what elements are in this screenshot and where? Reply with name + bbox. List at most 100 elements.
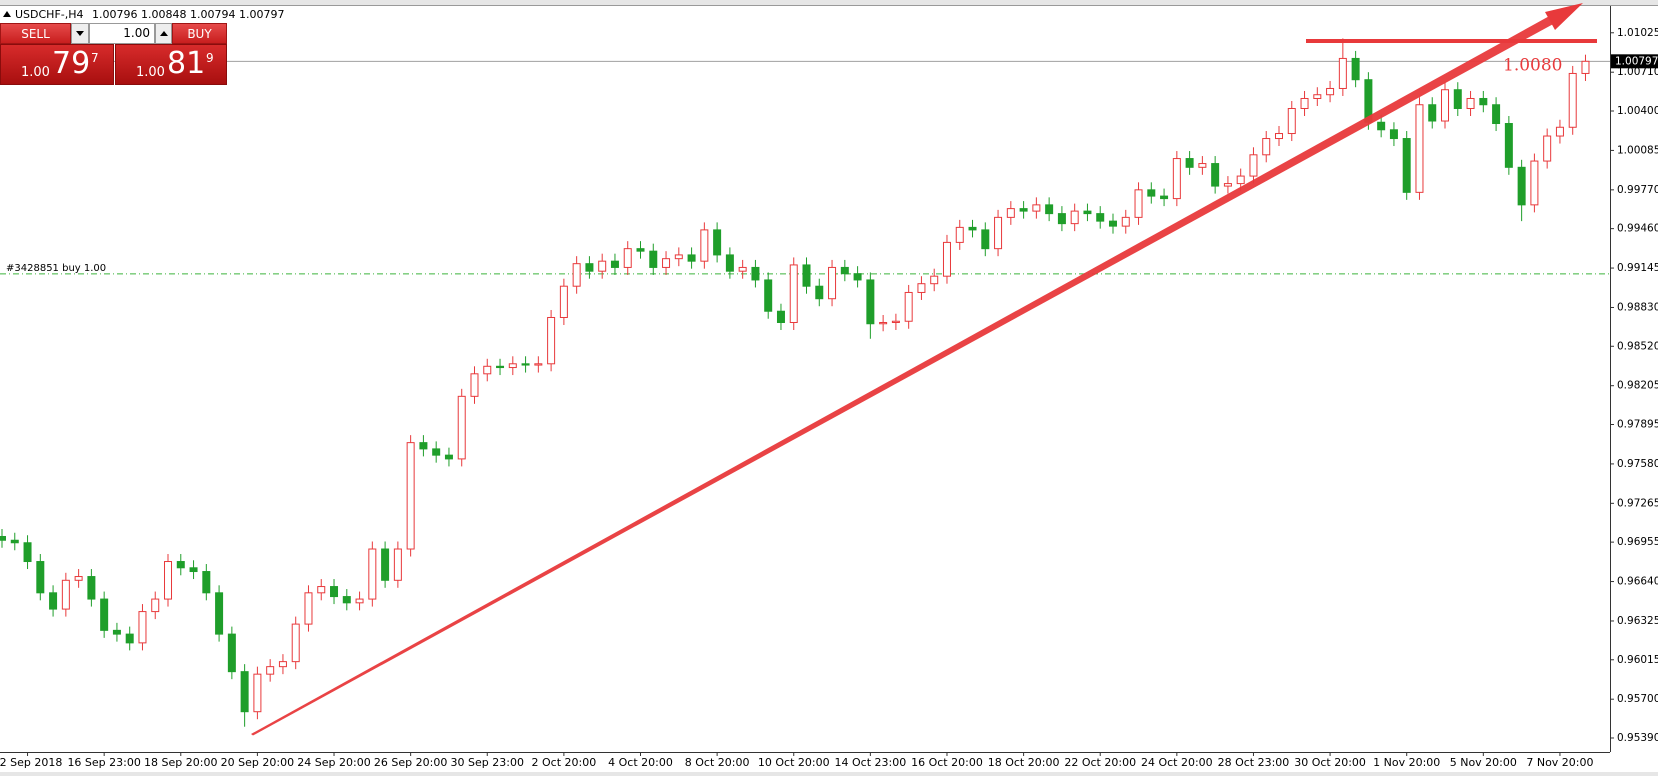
x-tick-label: 28 Oct 23:00 <box>1218 756 1290 769</box>
bid-box[interactable]: 1.00 79 7 <box>0 44 114 85</box>
candle-body <box>1045 204 1054 215</box>
candle-body <box>1108 220 1117 227</box>
y-tick-label: 0.96640 <box>1617 576 1658 588</box>
lot-input[interactable]: 1.00 <box>89 23 155 44</box>
y-tick-label: 0.97895 <box>1617 418 1658 430</box>
candle-body <box>789 264 798 323</box>
candle-body <box>1581 60 1590 74</box>
candle-body <box>1006 208 1015 218</box>
candle-body <box>776 310 785 323</box>
candle-body <box>1236 175 1245 185</box>
x-tick-label: 5 Nov 20:00 <box>1450 756 1517 769</box>
x-tick-label: 18 Sep 20:00 <box>144 756 217 769</box>
order-label: #3428851 buy 1.00 <box>6 263 106 274</box>
candle-body <box>49 592 58 610</box>
sell-button[interactable]: SELL <box>0 23 71 44</box>
candle-body <box>879 321 888 325</box>
candle-body <box>572 263 581 287</box>
x-tick-label: 16 Oct 20:00 <box>911 756 983 769</box>
y-tick-label: 0.96325 <box>1617 615 1658 627</box>
resistance-line <box>1306 39 1597 43</box>
bid-main: 79 <box>52 46 91 81</box>
candle-body <box>1326 87 1335 96</box>
candle-body <box>406 442 415 550</box>
candle-body <box>547 316 556 365</box>
candle-body <box>917 283 926 293</box>
candle-body <box>1160 195 1169 200</box>
ohlc-quote: 1.00796 1.00848 1.00794 1.00797 <box>92 8 284 21</box>
x-tick-label: 12 Sep 2018 <box>0 756 62 769</box>
candle-body <box>483 365 492 375</box>
ask-box[interactable]: 1.00 81 9 <box>115 44 227 85</box>
candle-body <box>636 248 645 252</box>
ask-main: 81 <box>167 46 206 81</box>
candle-body <box>304 592 313 625</box>
candle-body <box>1096 213 1105 222</box>
candle-body <box>432 448 441 456</box>
candle-body <box>496 365 505 369</box>
plot-layer: 1.01025 1.00710 1.00400 1.00085 0.99770 0.994… <box>0 27 1658 769</box>
candle-body <box>1555 126 1564 137</box>
x-tick-label: 8 Oct 20:00 <box>685 756 750 769</box>
candle-body <box>662 258 671 268</box>
candle-body <box>164 561 173 600</box>
candle-body <box>687 254 696 262</box>
candle-body <box>1441 89 1450 122</box>
trend-line <box>251 14 1557 736</box>
tab-strip <box>0 0 1658 5</box>
candle-body <box>240 671 249 713</box>
candle-body <box>266 666 275 675</box>
candle-body <box>713 229 722 256</box>
candle-body <box>87 576 96 600</box>
y-tick-label: 0.96015 <box>1617 654 1658 666</box>
candle-body <box>1389 129 1398 140</box>
candle-body <box>610 260 619 268</box>
candle-body <box>534 363 543 366</box>
x-tick-label: 2 Oct 20:00 <box>532 756 597 769</box>
candle-body <box>764 279 773 312</box>
lot-decrease[interactable] <box>71 23 89 44</box>
candle-body <box>1147 189 1156 197</box>
candle-body <box>1415 104 1424 193</box>
candle-body <box>355 598 364 604</box>
candle-body <box>1479 97 1488 106</box>
candle-body <box>559 285 568 318</box>
candle-body <box>1057 213 1066 225</box>
ask-pip: 9 <box>206 51 214 65</box>
lot-increase[interactable] <box>155 23 172 44</box>
candle-body <box>1377 121 1386 131</box>
y-tick-label: 0.98520 <box>1617 340 1658 352</box>
bottom-strip <box>0 772 1658 776</box>
candle-body <box>368 548 377 600</box>
candle-body <box>968 226 977 231</box>
ask-big: 1.00 <box>136 65 165 80</box>
buy-button[interactable]: BUY <box>172 23 227 44</box>
candle-body <box>815 285 824 300</box>
candle-body <box>1300 97 1309 109</box>
y-tick-label: 0.95700 <box>1617 693 1658 705</box>
candle-body <box>1275 133 1283 140</box>
x-tick-label: 24 Sep 20:00 <box>297 756 370 769</box>
x-tick-label: 7 Nov 20:00 <box>1526 756 1593 769</box>
candle-body <box>100 598 109 631</box>
x-tick-label: 4 Oct 20:00 <box>608 756 673 769</box>
candle-body <box>457 395 466 460</box>
candle-body <box>61 579 70 610</box>
candle-body <box>1032 204 1041 212</box>
candle-body <box>802 264 811 287</box>
candle-body <box>1223 183 1232 187</box>
candle-body <box>994 216 1003 250</box>
candle-body <box>1530 160 1539 206</box>
candle-body <box>1070 210 1079 225</box>
y-tick-label: 0.99460 <box>1617 223 1658 235</box>
candle-body <box>738 266 747 272</box>
annotation-label: 1.0080 <box>1503 56 1562 76</box>
candle-body <box>1262 138 1271 156</box>
candle-body <box>176 561 185 569</box>
candle-body <box>930 275 939 285</box>
candle-body <box>1198 163 1207 168</box>
candle-body <box>521 363 530 366</box>
x-tick-label: 1 Nov 20:00 <box>1373 756 1440 769</box>
